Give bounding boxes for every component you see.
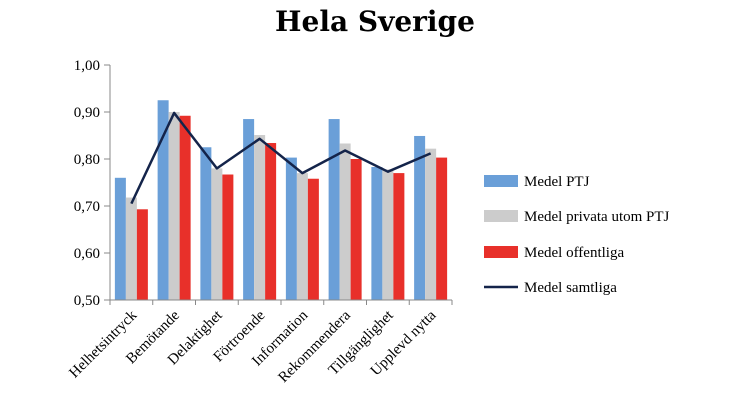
bar-2 <box>168 112 180 300</box>
bar-1 <box>285 157 297 300</box>
legend-label: Medel offentliga <box>524 245 624 261</box>
bar-1 <box>114 177 126 300</box>
y-tick-label: 0,60 <box>74 246 100 262</box>
y-tick-label: 0,70 <box>74 199 100 215</box>
y-tick-label: 1,00 <box>74 58 100 74</box>
legend-swatch <box>484 210 518 222</box>
legend-label: Medel PTJ <box>524 174 590 190</box>
bar-3 <box>222 174 234 300</box>
x-category-label: Helhetsintryck <box>66 307 140 381</box>
bar-2 <box>254 135 266 300</box>
bar-2 <box>339 143 351 300</box>
bar-1 <box>414 135 426 300</box>
line-series <box>130 111 432 205</box>
bar-2 <box>296 173 308 300</box>
bar-2 <box>125 197 137 300</box>
bar-2 <box>425 148 437 300</box>
bar-3 <box>307 178 319 300</box>
legend-label: Medel samtliga <box>524 280 617 296</box>
bar-3 <box>393 173 405 300</box>
legend-swatch <box>484 246 518 258</box>
bar-3 <box>136 209 148 300</box>
bar-3 <box>436 157 448 300</box>
plot-area: 0,500,600,700,800,901,00HelhetsintryckBe… <box>66 58 453 386</box>
bar-1 <box>200 147 212 300</box>
chart-title: Hela Sverige <box>275 5 475 38</box>
bar-1 <box>371 166 383 300</box>
bar-2 <box>211 168 223 300</box>
y-tick-label: 0,90 <box>74 105 100 121</box>
legend: Medel PTJ Medel privata utom PTJ Medel off… <box>484 174 670 296</box>
legend-label: Medel privata utom PTJ <box>524 209 670 225</box>
y-tick-label: 0,50 <box>74 293 100 309</box>
bar-3 <box>179 115 191 300</box>
bar-3 <box>350 159 362 300</box>
legend-swatch <box>484 175 518 187</box>
y-tick-label: 0,80 <box>74 152 100 168</box>
bar-1 <box>243 119 255 300</box>
bar-1 <box>157 100 169 300</box>
bar-2 <box>382 169 394 300</box>
bar-1 <box>328 119 340 300</box>
bar-3 <box>265 143 277 300</box>
